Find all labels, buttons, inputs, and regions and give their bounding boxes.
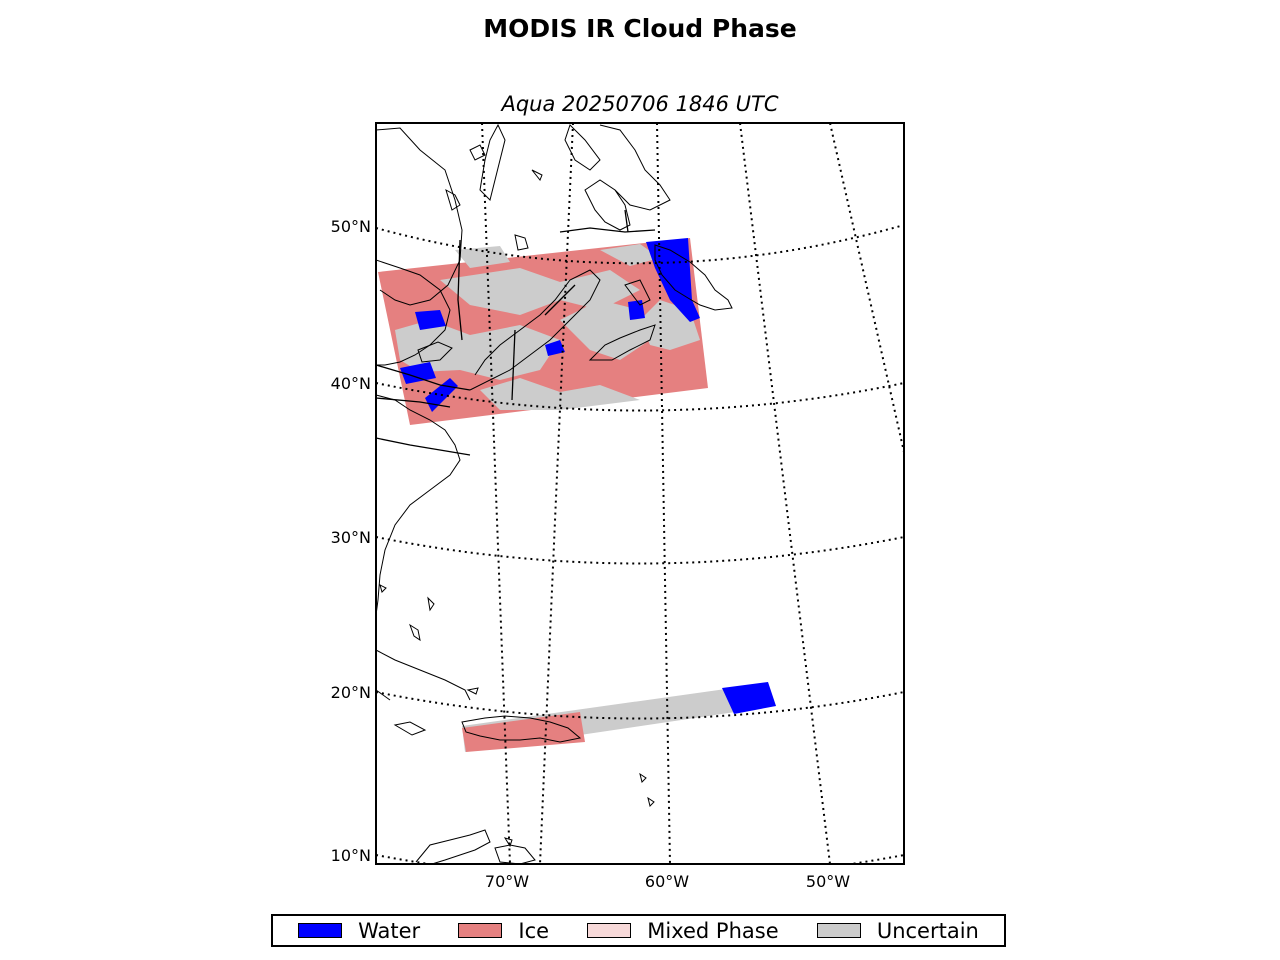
legend-item-uncertain: Uncertain xyxy=(816,918,979,943)
legend-label-mixed-phase: Mixed Phase xyxy=(647,918,779,943)
lon-label-50w: 50°W xyxy=(806,872,850,891)
map-title: MODIS IR Cloud Phase xyxy=(483,14,797,43)
coastlines xyxy=(376,123,733,864)
lon-label-70w: 70°W xyxy=(485,872,529,891)
uncertain-patches-north xyxy=(395,244,700,410)
ice-patch-south xyxy=(462,712,585,752)
water-patch-newfoundland xyxy=(646,238,700,322)
lat-label-20n: 20°N xyxy=(331,683,371,702)
legend-swatch-water xyxy=(298,923,343,938)
lat-label-50n: 50°N xyxy=(331,217,371,236)
legend-swatch-mixed-phase xyxy=(587,923,632,938)
graticule-parallels xyxy=(376,224,904,864)
lat-label-10n: 10°N xyxy=(331,846,371,865)
legend: Water Ice Mixed Phase Uncertain xyxy=(271,914,1006,947)
legend-swatch-uncertain xyxy=(816,923,861,938)
southern-swath xyxy=(462,682,776,752)
legend-label-water: Water xyxy=(358,918,421,943)
lat-label-30n: 30°N xyxy=(331,528,371,547)
graticule-meridians xyxy=(481,123,904,864)
legend-label-uncertain: Uncertain xyxy=(876,918,979,943)
map-panel xyxy=(376,123,904,864)
lon-label-60w: 60°W xyxy=(645,872,689,891)
longitude-labels: 70°W 60°W 50°W xyxy=(485,872,850,891)
map-frame xyxy=(375,122,905,865)
lat-label-40n: 40°N xyxy=(331,374,371,393)
map-subtitle: Aqua 20250706 1846 UTC xyxy=(501,92,779,116)
legend-item-water: Water xyxy=(298,919,420,943)
legend-item-mixed-phase: Mixed Phase xyxy=(587,918,779,943)
legend-label-ice: Ice xyxy=(518,918,550,943)
water-patch-south xyxy=(722,682,776,714)
political-borders xyxy=(376,209,656,456)
legend-item-ice: Ice xyxy=(458,919,549,943)
legend-swatch-ice xyxy=(458,923,503,938)
latitude-labels: 50°N 40°N 30°N 20°N 10°N xyxy=(331,217,371,865)
northern-swath xyxy=(378,238,708,425)
